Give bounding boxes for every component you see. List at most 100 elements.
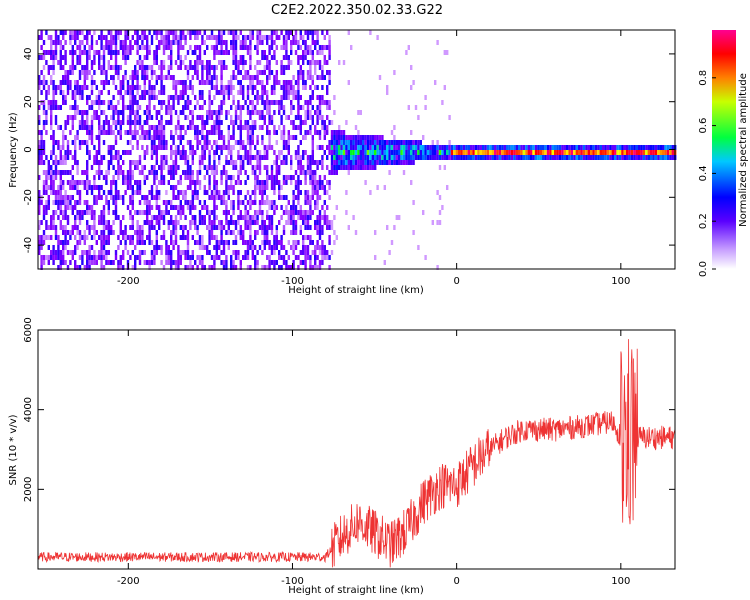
spectrogram-cell — [249, 225, 252, 230]
spectrogram-cell — [254, 165, 257, 170]
spectrogram-cell — [225, 175, 228, 180]
spectrogram-cell — [158, 75, 161, 80]
spectrogram-cell — [206, 250, 209, 255]
spectrogram-cell — [623, 145, 626, 150]
spectrogram-cell — [326, 225, 329, 230]
spectrogram-cell — [314, 125, 317, 130]
spectrogram-cell — [256, 90, 259, 95]
spectrogram-cell — [268, 240, 271, 245]
spectrogram-cell — [623, 155, 626, 160]
spectrogram-cell — [117, 130, 120, 135]
spectrogram-cell — [160, 115, 163, 120]
spectrogram-cell — [402, 170, 406, 175]
spectrogram-cell — [218, 35, 221, 40]
spectrogram-cell — [381, 140, 384, 145]
spectrogram-cell — [256, 100, 259, 105]
spectrogram-cell — [150, 115, 154, 120]
spectrogram-cell — [237, 255, 240, 260]
spectrogram-cell — [374, 155, 377, 160]
spectrogram-cell — [578, 155, 581, 160]
spectrogram-cell — [136, 210, 139, 215]
spectrogram-cell — [42, 215, 46, 220]
spectrogram-cell — [273, 75, 276, 80]
spectrogram-cell — [119, 265, 122, 270]
spectrogram-cell — [458, 155, 461, 160]
spectrogram-cell — [352, 165, 355, 170]
spectrogram-cell — [160, 100, 163, 105]
spectrogram-cell — [100, 30, 103, 35]
spectrogram-cell — [59, 190, 62, 195]
spectrogram-cell — [294, 30, 298, 35]
spectrogram-cell — [270, 120, 274, 125]
spectrogram-cell — [266, 195, 269, 200]
spectrogram-cell — [227, 185, 230, 190]
spectrogram-cell — [86, 205, 89, 210]
spectrogram-cell — [304, 45, 307, 50]
spectrogram-cell — [42, 120, 46, 125]
spectrogram-cell — [62, 140, 65, 145]
spectrogram-cell — [189, 255, 192, 260]
spectrogram-cell — [191, 65, 194, 70]
spectrogram-cell — [246, 200, 250, 205]
spectrogram-cell — [74, 145, 77, 150]
spectrogram-cell — [172, 245, 175, 250]
spectrogram-cell — [170, 155, 173, 160]
spectrogram-cell — [234, 30, 238, 35]
spectrogram-cell — [256, 50, 259, 55]
spectrogram-cell — [134, 30, 137, 35]
spectrogram-cell — [285, 260, 288, 265]
spectrogram-cell — [448, 115, 451, 120]
spectrogram-cell — [57, 235, 60, 240]
spectrogram-cell — [290, 135, 293, 140]
spectrogram-cell — [446, 50, 449, 55]
spectrogram-cell — [81, 85, 84, 90]
spectrogram-cell — [230, 45, 233, 50]
spectrogram-cell — [263, 150, 266, 155]
spectrogram-cell — [280, 100, 283, 105]
spectrogram-cell — [282, 155, 286, 160]
spectrogram-cell — [278, 125, 281, 130]
spectrogram-cell — [150, 40, 154, 45]
spectrogram-cell — [237, 175, 240, 180]
spectrogram-cell — [172, 80, 175, 85]
spectrogram-cell — [177, 195, 180, 200]
spectrogram-cell — [122, 265, 125, 270]
spectrogram-cell — [182, 105, 185, 110]
colorbar-tick-label: 0.6 — [698, 118, 709, 134]
spectrogram-cell — [100, 160, 103, 165]
spectrogram-cell — [158, 205, 161, 210]
spectrogram-cell — [455, 145, 458, 150]
spectrogram-cell — [86, 145, 89, 150]
spectrogram-cell — [182, 80, 185, 85]
spectrogram-cell — [575, 155, 578, 160]
spectrogram-cell — [117, 195, 120, 200]
spectrogram-cell — [611, 150, 614, 155]
spectrogram-cell — [321, 50, 324, 55]
spectrogram-cell — [333, 95, 336, 100]
spectrogram-cell — [297, 110, 300, 115]
spectrogram-cell — [100, 125, 103, 130]
spectrogram-cell — [357, 155, 360, 160]
spectrogram-cell — [239, 215, 242, 220]
spectrogram-cell — [78, 265, 82, 270]
spectrogram-cell — [318, 180, 322, 185]
spectrogram-cell — [227, 195, 230, 200]
spectrogram-cell — [210, 230, 214, 235]
spectrogram-cell — [215, 115, 218, 120]
spectrogram-cell — [40, 245, 43, 250]
spectrogram-cell — [249, 80, 252, 85]
spectrogram-cell — [422, 135, 425, 140]
spectrogram-cell — [143, 65, 146, 70]
spectrogram-cell — [302, 135, 305, 140]
spectrogram-cell — [105, 35, 108, 40]
spectrogram-cell — [146, 50, 149, 55]
spectrogram-cell — [83, 75, 86, 80]
spectrogram-cell — [354, 125, 358, 130]
spectrogram-cell — [165, 155, 168, 160]
spectrogram-cell — [167, 95, 170, 100]
spectrogram-cell — [167, 70, 170, 75]
spectrogram-cell — [311, 40, 314, 45]
spectrogram-cell — [40, 265, 43, 270]
spectrogram-cell — [309, 260, 312, 265]
spectrogram-cell — [419, 140, 422, 145]
